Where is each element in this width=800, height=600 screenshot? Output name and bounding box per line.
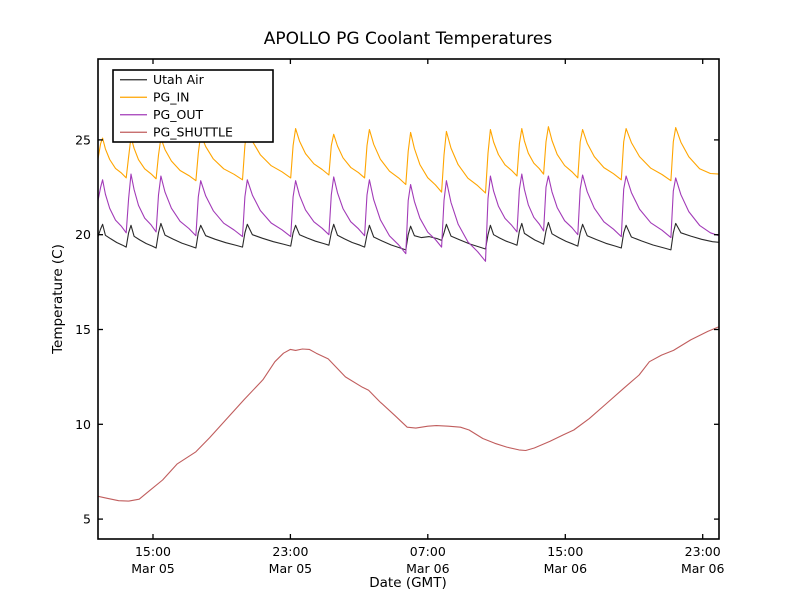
legend-label-utah-air: Utah Air <box>153 72 205 87</box>
x-tick-label-time: 23:00 <box>685 544 721 559</box>
x-tick-label-time: 23:00 <box>272 544 308 559</box>
legend-label-pg-shuttle: PG_SHUTTLE <box>153 124 233 139</box>
x-axis-label: Date (GMT) <box>369 575 446 591</box>
x-tick-label-time: 07:00 <box>410 544 446 559</box>
y-axis-label: Temperature (C) <box>50 244 66 355</box>
series-pg-shuttle <box>98 326 719 502</box>
x-tick-label-date: Mar 06 <box>544 561 588 576</box>
legend: Utah Air PG_IN PG_OUT PG_SHUTTLE <box>112 69 274 143</box>
x-tick-label-date: Mar 05 <box>131 561 174 576</box>
legend-label-pg-out: PG_OUT <box>153 107 203 122</box>
y-tick-label: 25 <box>75 132 91 147</box>
series-pg-in <box>98 126 719 194</box>
x-tick-label-date: Mar 06 <box>681 561 725 576</box>
x-tick-label-time: 15:00 <box>135 544 171 559</box>
y-tick-label: 5 <box>83 512 91 527</box>
y-tick-label: 20 <box>75 227 91 242</box>
series-layer <box>98 126 719 502</box>
plot-title: APOLLO PG Coolant Temperatures <box>264 29 553 49</box>
axes-layer: 15:00 Mar 05 23:00 Mar 05 07:00 Mar 06 15:00 Ma… <box>75 59 724 576</box>
y-tick-label: 10 <box>75 417 91 432</box>
x-tick-label-date: Mar 05 <box>269 561 312 576</box>
series-utah-air <box>98 221 719 251</box>
x-tick-label-time: 15:00 <box>547 544 583 559</box>
x-tick-label-date: Mar 06 <box>406 561 450 576</box>
legend-label-pg-in: PG_IN <box>153 90 190 105</box>
y-tick-label: 15 <box>75 322 91 337</box>
series-pg-out <box>98 173 719 262</box>
legend-box <box>112 69 274 143</box>
plot-frame <box>97 58 720 540</box>
